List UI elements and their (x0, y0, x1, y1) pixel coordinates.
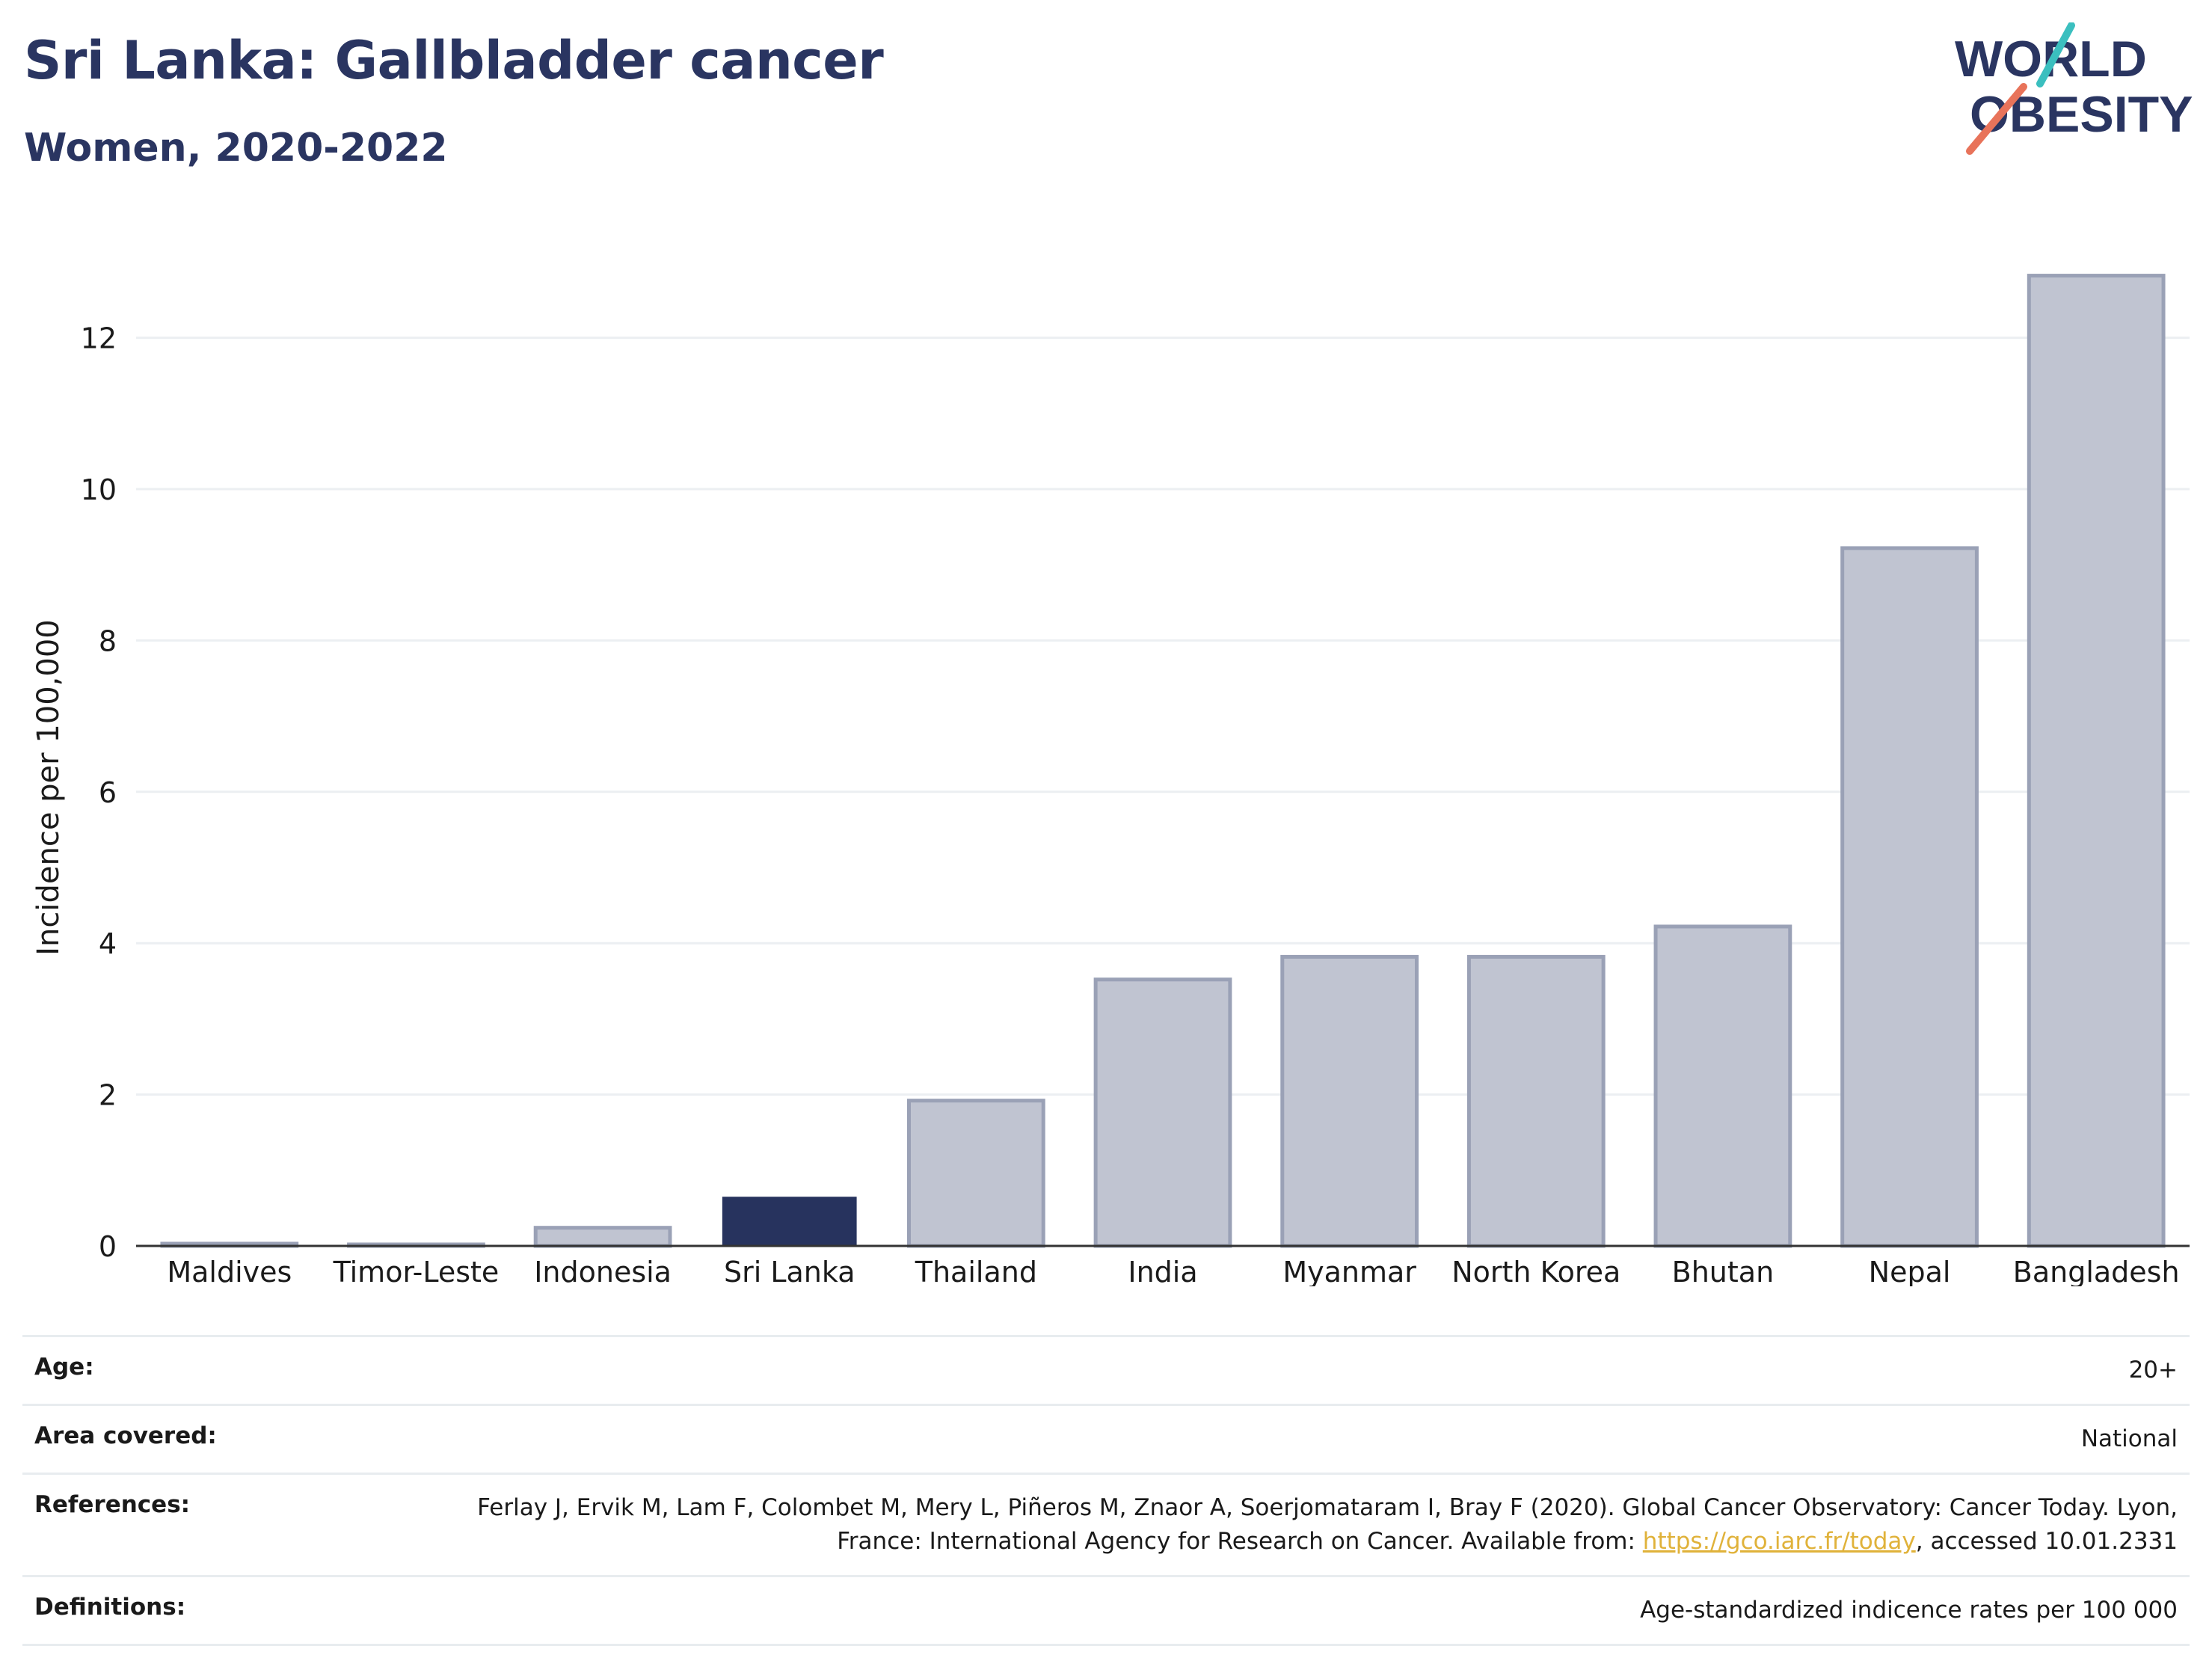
bar-myanmar[interactable] (1280, 954, 1419, 1248)
references-text-1: Ferlay J, Ervik M, Lam F, Colombet M, Me… (477, 1493, 2178, 1555)
meta-row-definitions: Definitions: Age-standardized indicence … (22, 1574, 2190, 1646)
x-tick-label: Thailand (915, 1256, 1037, 1286)
y-tick-label: 2 (99, 1079, 117, 1112)
chart-title: Sri Lanka: Gallbladder cancer (24, 30, 884, 91)
meta-row-age: Age: 20+ (22, 1335, 2190, 1404)
age-value: 20+ (2128, 1357, 2178, 1384)
y-tick-label: 12 (81, 322, 117, 355)
y-tick-labels: 0 2 4 6 8 10 12 (81, 322, 117, 1263)
x-tick-label: Bhutan (1672, 1256, 1775, 1286)
bar-nepal[interactable] (1840, 546, 1979, 1248)
meta-row-references: References: Ferlay J, Ervik M, Lam F, Co… (22, 1472, 2190, 1575)
area-label: Area covered: (34, 1422, 217, 1449)
logo-slash-teal (2036, 22, 2075, 87)
x-tick-label: Maldives (167, 1256, 292, 1286)
bar-india[interactable] (1093, 977, 1232, 1248)
chart-subtitle: Women, 2020-2022 (24, 126, 448, 171)
age-label: Age: (34, 1354, 94, 1381)
y-tick-label: 0 (99, 1230, 117, 1263)
x-tick-label: Nepal (1869, 1256, 1951, 1286)
x-tick-label: North Korea (1451, 1256, 1620, 1286)
bar-bangladesh[interactable] (2027, 274, 2166, 1248)
metadata-table: Age: 20+ Area covered: National Referenc… (22, 1335, 2190, 1646)
y-tick-label: 4 (99, 927, 117, 960)
bar-north-korea[interactable] (1466, 954, 1606, 1248)
references-link[interactable]: https://gco.iarc.fr/today (1642, 1527, 1916, 1555)
x-tick-label: Indonesia (534, 1256, 672, 1286)
area-value: National (2080, 1425, 2178, 1452)
y-tick-label: 10 (81, 473, 117, 506)
x-tick-label: Bangladesh (2013, 1256, 2180, 1286)
bar-bhutan[interactable] (1653, 924, 1792, 1248)
x-tick-label: Sri Lanka (724, 1256, 855, 1286)
y-axis-title: Incidence per 100,000 (31, 619, 66, 956)
meta-row-area: Area covered: National (22, 1403, 2190, 1473)
bar-sri-lanka[interactable] (722, 1197, 857, 1246)
references-value: Ferlay J, Ervik M, Lam F, Colombet M, Me… (458, 1491, 2178, 1559)
bar-thailand[interactable] (906, 1099, 1045, 1248)
bars-layer (160, 274, 2166, 1248)
bar-chart: 0 2 4 6 8 10 12 Maldives Timor-Leste Indonesia Sr… (31, 274, 2190, 1286)
definitions-label: Definitions: (34, 1593, 186, 1621)
y-tick-label: 6 (99, 776, 117, 809)
references-label: References: (34, 1490, 191, 1518)
x-tick-label: India (1128, 1256, 1197, 1286)
logo-slash-coral (1966, 83, 2027, 155)
references-text-2: , accessed 10.01.2331 (1915, 1527, 2178, 1555)
bar-indonesia[interactable] (533, 1226, 672, 1248)
x-tick-label: Myanmar (1282, 1256, 1416, 1286)
y-tick-label: 8 (99, 624, 117, 657)
logo-word-obesity: OBESITY (1970, 86, 2193, 143)
x-tick-labels: Maldives Timor-Leste Indonesia Sri Lanka Tha… (167, 1256, 2179, 1286)
definitions-value: Age-standardized indicence rates per 100… (1640, 1596, 2178, 1624)
x-tick-label: Timor-Leste (333, 1256, 500, 1286)
world-obesity-logo: WORLD OBESITY (1955, 22, 2193, 155)
